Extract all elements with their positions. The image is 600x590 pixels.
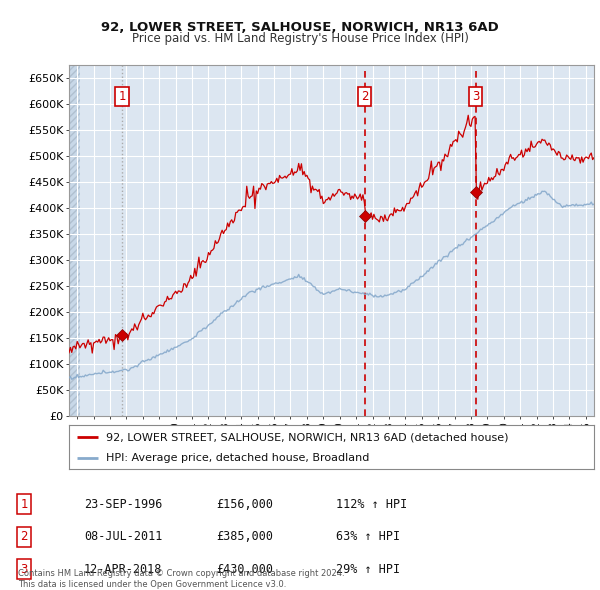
Text: HPI: Average price, detached house, Broadland: HPI: Average price, detached house, Broa… xyxy=(106,453,369,463)
Text: 1: 1 xyxy=(20,498,28,511)
Text: 2: 2 xyxy=(361,90,368,103)
Text: 112% ↑ HPI: 112% ↑ HPI xyxy=(336,498,407,511)
Text: 23-SEP-1996: 23-SEP-1996 xyxy=(84,498,163,511)
Text: 3: 3 xyxy=(20,563,28,576)
Text: Price paid vs. HM Land Registry's House Price Index (HPI): Price paid vs. HM Land Registry's House … xyxy=(131,32,469,45)
Text: 92, LOWER STREET, SALHOUSE, NORWICH, NR13 6AD (detached house): 92, LOWER STREET, SALHOUSE, NORWICH, NR1… xyxy=(106,432,508,442)
Text: £430,000: £430,000 xyxy=(216,563,273,576)
Text: 1: 1 xyxy=(118,90,126,103)
Text: 29% ↑ HPI: 29% ↑ HPI xyxy=(336,563,400,576)
Text: 3: 3 xyxy=(472,90,479,103)
Text: Contains HM Land Registry data © Crown copyright and database right 2024.
This d: Contains HM Land Registry data © Crown c… xyxy=(18,569,344,589)
Text: £385,000: £385,000 xyxy=(216,530,273,543)
Polygon shape xyxy=(69,65,80,416)
Text: £156,000: £156,000 xyxy=(216,498,273,511)
Text: 63% ↑ HPI: 63% ↑ HPI xyxy=(336,530,400,543)
Text: 08-JUL-2011: 08-JUL-2011 xyxy=(84,530,163,543)
Text: 12-APR-2018: 12-APR-2018 xyxy=(84,563,163,576)
Text: 2: 2 xyxy=(20,530,28,543)
Text: 92, LOWER STREET, SALHOUSE, NORWICH, NR13 6AD: 92, LOWER STREET, SALHOUSE, NORWICH, NR1… xyxy=(101,21,499,34)
